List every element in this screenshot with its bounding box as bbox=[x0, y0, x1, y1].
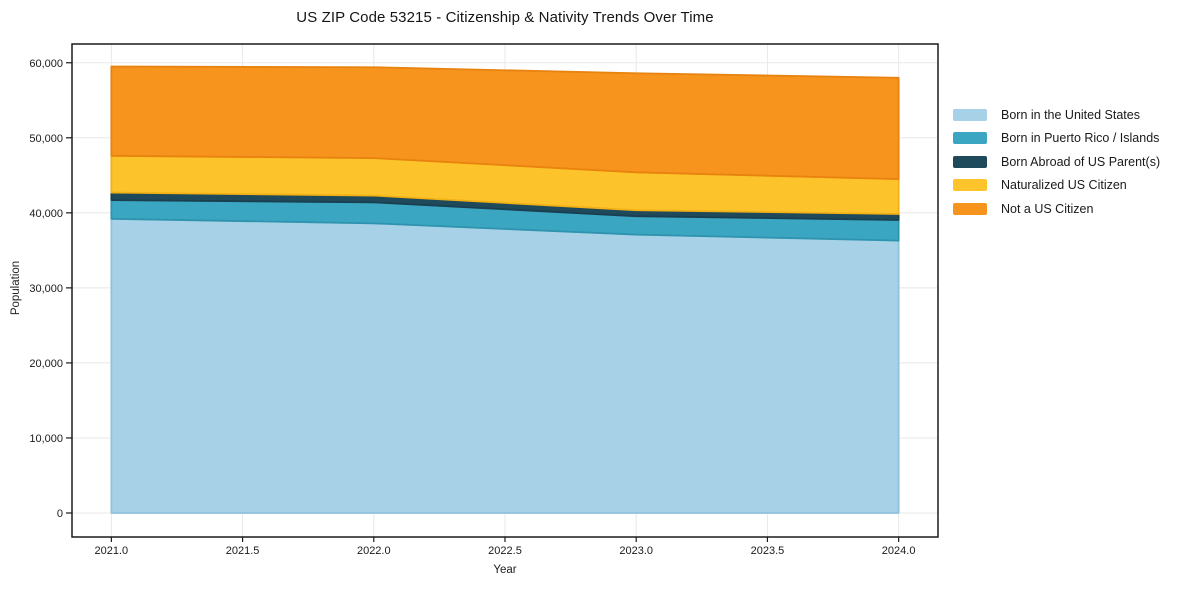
legend-item-naturalized: Naturalized US Citizen bbox=[953, 174, 1160, 198]
legend-label-puerto-rico: Born in Puerto Rico / Islands bbox=[1001, 131, 1160, 146]
legend-item-not-citizen: Not a US Citizen bbox=[953, 197, 1160, 221]
legend-swatch-not-citizen bbox=[953, 202, 987, 215]
legend: Born in the United States Born in Puerto… bbox=[953, 103, 1160, 221]
x-tick-label: 2024.0 bbox=[882, 545, 916, 557]
x-tick-label: 2022.5 bbox=[488, 545, 522, 557]
x-tick-label: 2023.5 bbox=[751, 545, 785, 557]
y-tick-label: 40,000 bbox=[29, 208, 63, 220]
legend-label-not-citizen: Not a US Citizen bbox=[1001, 201, 1094, 216]
legend-label-born-us: Born in the United States bbox=[1001, 107, 1140, 122]
x-tick-label: 2021.0 bbox=[95, 545, 129, 557]
area-series-born-us bbox=[110, 217, 900, 514]
axis-ticks bbox=[66, 62, 900, 542]
tick-labels: 0 10,000 20,000 30,000 40,000 50,000 60,000 202… bbox=[29, 58, 915, 557]
y-tick-label: 50,000 bbox=[29, 133, 63, 145]
legend-swatch-born-abroad bbox=[953, 155, 987, 168]
x-tick-label: 2021.5 bbox=[226, 545, 260, 557]
legend-item-born-abroad: Born Abroad of US Parent(s) bbox=[953, 150, 1160, 174]
x-tick-label: 2022.0 bbox=[357, 545, 391, 557]
y-tick-label: 20,000 bbox=[29, 358, 63, 370]
y-tick-label: 10,000 bbox=[29, 433, 63, 445]
y-tick-label: 0 bbox=[57, 508, 63, 520]
legend-label-naturalized: Naturalized US Citizen bbox=[1001, 178, 1127, 193]
stacked-areas bbox=[110, 65, 900, 514]
area-series-not-citizen bbox=[110, 65, 900, 180]
legend-label-born-abroad: Born Abroad of US Parent(s) bbox=[1001, 154, 1161, 169]
y-tick-label: 60,000 bbox=[29, 58, 63, 70]
legend-swatch-naturalized bbox=[953, 179, 987, 192]
x-axis-title: Year bbox=[493, 564, 517, 576]
y-axis-title: Population bbox=[10, 260, 22, 316]
y-tick-label: 30,000 bbox=[29, 283, 63, 295]
legend-swatch-puerto-rico bbox=[953, 132, 987, 145]
legend-item-puerto-rico: Born in Puerto Rico / Islands bbox=[953, 127, 1160, 151]
x-tick-label: 2023.0 bbox=[619, 545, 653, 557]
legend-item-born-us: Born in the United States bbox=[953, 103, 1160, 127]
chart-title: US ZIP Code 53215 - Citizenship & Nativi… bbox=[296, 9, 714, 26]
legend-swatch-born-us bbox=[953, 108, 987, 121]
